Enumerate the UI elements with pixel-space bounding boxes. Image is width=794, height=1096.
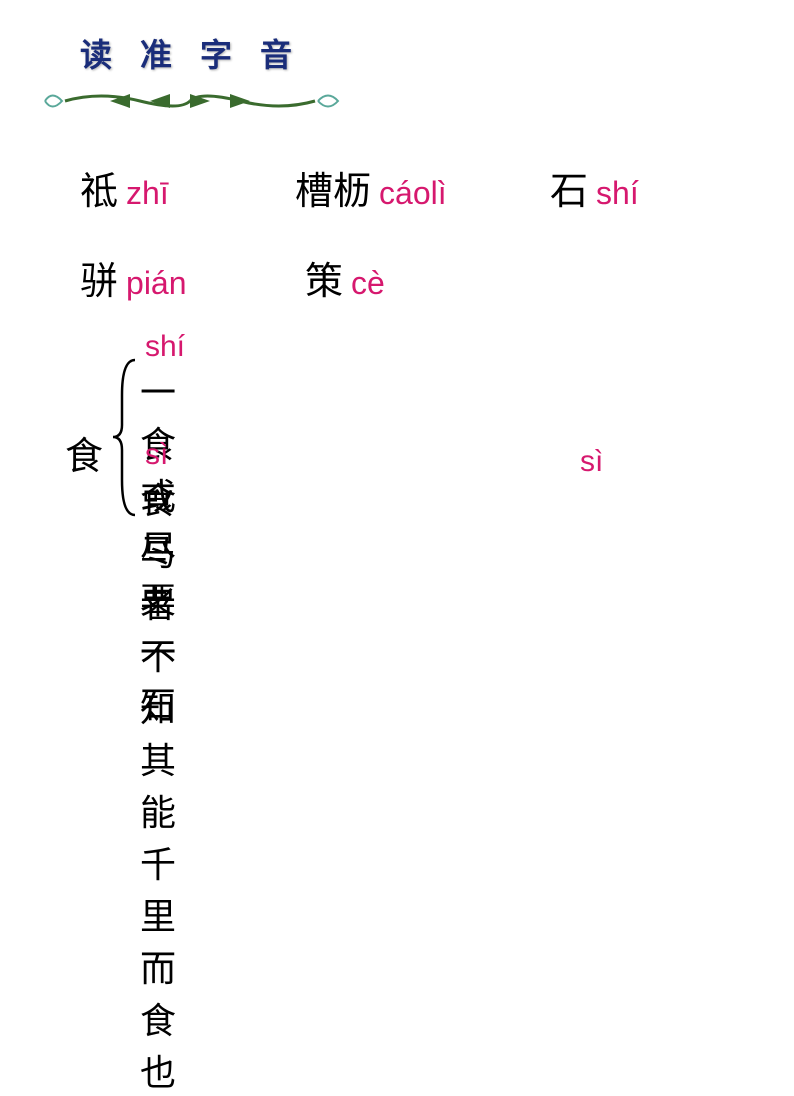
- slide-title-area: 读 准 字 音: [80, 30, 302, 76]
- pinyin-ce: cè: [351, 265, 385, 302]
- hanzi-shi: 石: [550, 160, 588, 215]
- vocab-item-pian: 骈 pián: [80, 250, 187, 305]
- pinyin-si-right: sì: [580, 445, 603, 479]
- hanzi-caoli: 槽枥: [295, 160, 371, 215]
- title-decoration: [40, 86, 340, 116]
- vocab-item-ce: 策 cè: [305, 250, 385, 305]
- polyphone-character: 食: [65, 425, 103, 480]
- reading-line-2: sì 食马者不知其能千里而食也: [140, 438, 176, 1096]
- vocab-item-zhi: 祗 zhī: [80, 160, 169, 215]
- vocab-item-shi: 石 shí: [550, 160, 639, 215]
- hanzi-ce: 策: [305, 250, 343, 305]
- bracket-icon: [110, 355, 140, 520]
- pinyin-shi2: shí: [145, 330, 185, 364]
- pinyin-si: sì: [145, 438, 176, 472]
- slide-title: 读 准 字 音: [80, 30, 302, 76]
- pinyin-zhi: zhī: [126, 175, 169, 212]
- sentence-2: 食马者不知其能千里而食也: [140, 472, 176, 1096]
- pinyin-caoli: cáolì: [379, 175, 447, 212]
- pinyin-pian: pián: [126, 265, 187, 302]
- hanzi-pian: 骈: [80, 250, 118, 305]
- vocab-item-caoli: 槽枥 cáolì: [295, 160, 447, 215]
- pinyin-shi: shí: [596, 175, 639, 212]
- hanzi-zhi: 祗: [80, 160, 118, 215]
